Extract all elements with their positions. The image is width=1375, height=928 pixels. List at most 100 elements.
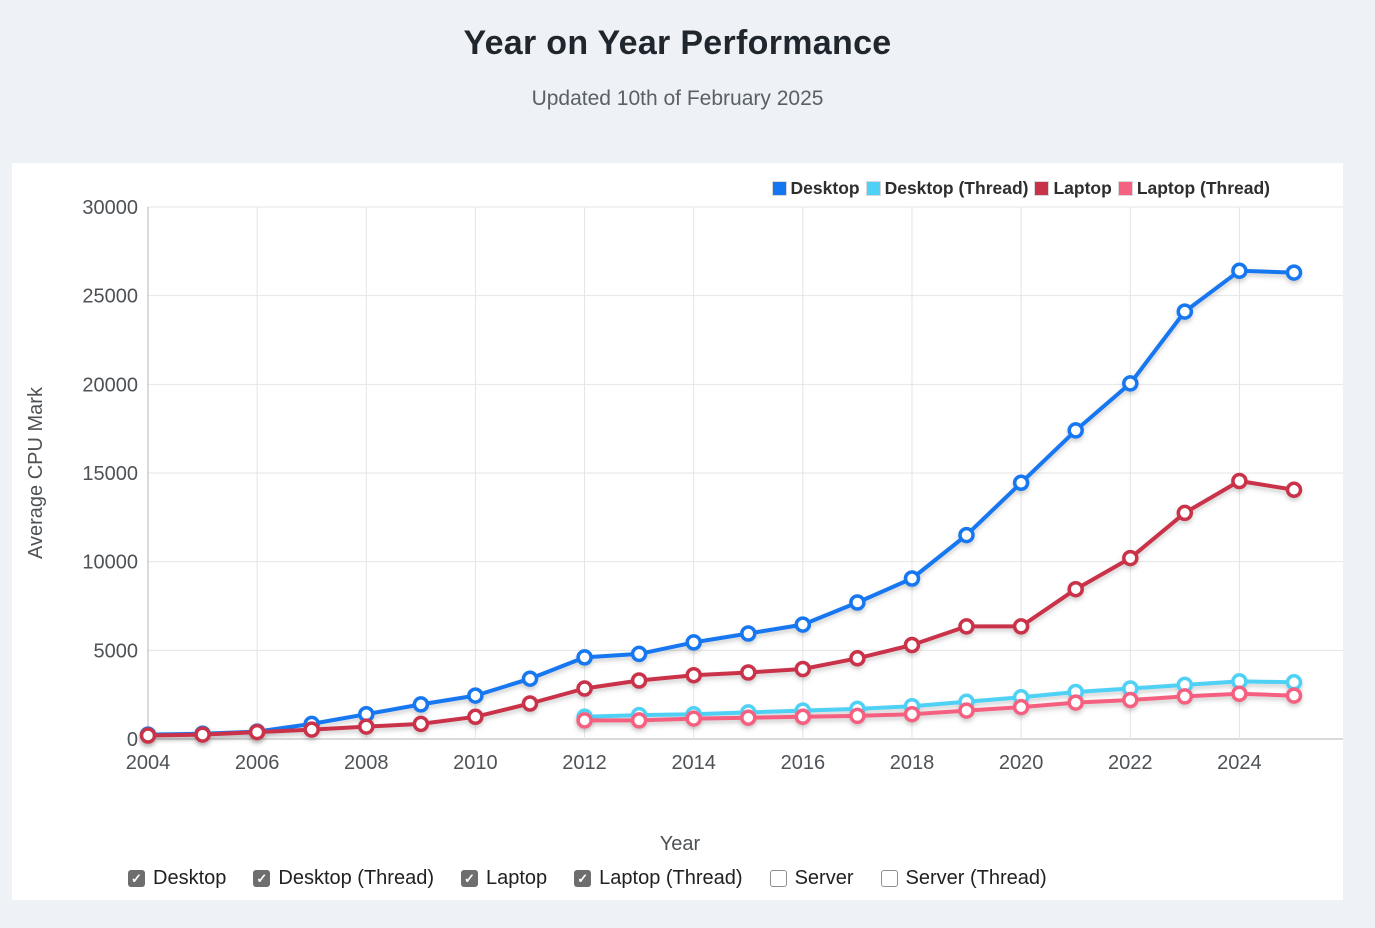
series-checkbox-desktop-thread[interactable]: ✓ Desktop (Thread) (253, 867, 434, 890)
data-point (521, 670, 539, 687)
checked-checkbox-icon[interactable]: ✓ (128, 870, 145, 887)
legend-item: Laptop (Thread) (1117, 178, 1270, 199)
series-desktop (139, 262, 1303, 743)
data-point (903, 705, 921, 723)
data-point (1122, 549, 1139, 567)
series-laptop (139, 472, 1303, 744)
data-point (1067, 422, 1084, 439)
legend-swatch-icon (865, 181, 881, 196)
filter-label: Server (794, 867, 854, 889)
data-point (903, 636, 921, 654)
chart-legend: Desktop Desktop (Thread) Laptop Laptop (Thr… (771, 178, 1270, 199)
data-point (794, 708, 812, 726)
y-tick-label: 10000 (82, 552, 138, 574)
checked-checkbox-icon[interactable]: ✓ (461, 870, 478, 887)
data-point (467, 687, 484, 704)
data-point (1176, 504, 1194, 522)
data-point (1231, 685, 1248, 703)
data-point (630, 712, 648, 729)
data-point (576, 680, 593, 697)
unchecked-checkbox-icon[interactable] (880, 870, 898, 887)
y-tick-label: 5000 (94, 640, 139, 662)
legend-item: Desktop (771, 178, 860, 199)
data-point (849, 594, 866, 611)
x-tick-label: 2020 (999, 752, 1044, 774)
y-tick-label: 20000 (82, 374, 138, 396)
y-tick-label: 25000 (82, 286, 138, 308)
filter-label: Laptop (486, 867, 548, 889)
page-subtitle: Updated 10th of February 2025 (531, 87, 824, 110)
unchecked-checkbox-icon[interactable] (769, 870, 787, 887)
series-checkbox-laptop-thread[interactable]: ✓ Laptop (Thread) (574, 867, 743, 890)
data-point (1176, 303, 1194, 320)
x-tick-label: 2014 (671, 752, 716, 774)
series-checkbox-desktop[interactable]: ✓ Desktop (128, 867, 226, 890)
data-point (1012, 618, 1030, 635)
series-filter-row: ✓ Desktop ✓ Desktop (Thread) ✓ Laptop ✓ Laptop … (128, 867, 1047, 890)
data-point (194, 726, 211, 743)
data-point (576, 712, 593, 729)
data-point (794, 660, 812, 678)
y-axis-title: Average CPU Mark (25, 386, 47, 559)
performance-line-chart: 0 5000 10000 15000 20000 25000 30000 2004 2006 20… (25, 197, 1343, 855)
data-point (1285, 674, 1303, 691)
data-point (1231, 472, 1248, 490)
data-point (1067, 694, 1084, 711)
data-point (1012, 698, 1030, 716)
data-point (467, 708, 484, 726)
legend-label: Desktop (Thread) (884, 178, 1029, 198)
data-point (1285, 481, 1303, 499)
data-point (412, 715, 430, 733)
filter-label: Laptop (Thread) (599, 867, 743, 889)
x-tick-label: 2018 (890, 752, 935, 774)
data-point (849, 650, 866, 667)
y-tick-label: 15000 (82, 463, 138, 485)
page-header: Year on Year Performance Updated 10th of… (12, 0, 1343, 111)
data-point (412, 696, 430, 713)
checked-checkbox-icon[interactable]: ✓ (574, 870, 592, 887)
x-tick-label: 2004 (126, 752, 171, 774)
data-point (1285, 687, 1303, 704)
data-point (1122, 691, 1139, 709)
data-point (139, 727, 157, 744)
x-tick-label: 2012 (562, 752, 607, 774)
data-point (630, 672, 648, 689)
legend-label: Laptop (Thread) (1136, 178, 1270, 198)
x-tick-label: 2022 (1108, 752, 1153, 774)
series-checkbox-laptop[interactable]: ✓ Laptop (461, 867, 547, 890)
legend-swatch-icon (1117, 181, 1133, 196)
x-tick-label: 2010 (453, 752, 498, 774)
legend-swatch-icon (771, 181, 787, 196)
data-point (740, 709, 757, 726)
data-point (685, 634, 702, 651)
series-checkbox-server[interactable]: Server (769, 867, 854, 890)
data-point (685, 710, 702, 727)
series-checkbox-server-thread[interactable]: Server (Thread) (880, 867, 1047, 890)
legend-item: Laptop (1034, 178, 1112, 199)
data-point (521, 695, 539, 712)
legend-swatch-icon (1034, 181, 1050, 196)
data-point (248, 723, 266, 741)
data-point (576, 649, 593, 666)
checked-checkbox-icon[interactable]: ✓ (253, 870, 271, 887)
chart-card: 0 5000 10000 15000 20000 25000 30000 2004 2006 20… (12, 163, 1343, 900)
data-point (849, 707, 866, 725)
data-point (740, 664, 757, 681)
legend-label: Laptop (1053, 178, 1112, 198)
page-title: Year on Year Performance (463, 24, 892, 62)
data-point (1067, 580, 1084, 598)
data-point (958, 526, 975, 544)
filter-label: Server (Thread) (905, 867, 1047, 889)
x-tick-label: 2024 (1217, 752, 1262, 774)
y-tick-label: 0 (127, 729, 138, 751)
legend-item: Desktop (Thread) (865, 178, 1029, 199)
x-tick-label: 2006 (235, 752, 280, 774)
y-tick-label: 30000 (82, 197, 138, 219)
data-point (958, 618, 975, 635)
series-laptop-thread (576, 685, 1303, 729)
data-point (958, 702, 975, 719)
data-point (303, 721, 320, 738)
x-axis-title: Year (660, 833, 701, 855)
data-point (903, 570, 921, 587)
legend-label: Desktop (790, 178, 860, 198)
